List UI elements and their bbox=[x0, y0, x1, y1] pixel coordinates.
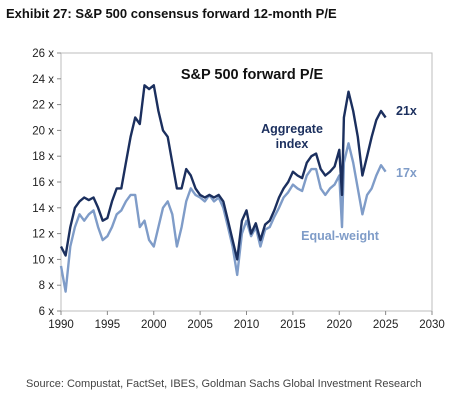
y-tick-label: 8 x bbox=[39, 280, 55, 292]
y-tick-label: 20 x bbox=[32, 125, 54, 137]
y-axis: 6 x 8 x 10 x 12 x 14 x 16 x 18 x 20 x 22 x 24 x 26… bbox=[32, 48, 61, 318]
series-layer bbox=[59, 84, 387, 293]
y-tick-label: 6 x bbox=[39, 306, 55, 318]
y-tick-label: 16 x bbox=[32, 177, 54, 189]
x-tick-label: 2015 bbox=[280, 319, 306, 331]
y-tick-label: 18 x bbox=[32, 151, 54, 163]
x-tick-label: 2025 bbox=[373, 319, 399, 331]
aggregate-end-label: 21x bbox=[396, 104, 417, 118]
plot-frame bbox=[60, 52, 433, 312]
x-tick-label: 2000 bbox=[141, 319, 167, 331]
aggregate-label: index bbox=[276, 137, 309, 151]
x-tick-label: 2010 bbox=[234, 319, 260, 331]
x-tick-label: 1995 bbox=[95, 319, 121, 331]
y-tick-label: 10 x bbox=[32, 254, 54, 266]
x-axis: 1990 1995 2000 2005 2010 2015 2020 2025 2030 bbox=[48, 311, 445, 331]
exhibit-title: Exhibit 27: S&P 500 consensus forward 12… bbox=[6, 6, 337, 21]
source-note: Source: Compustat, FactSet, IBES, Goldma… bbox=[26, 378, 422, 390]
y-tick-label: 14 x bbox=[32, 203, 54, 215]
x-tick-label: 2020 bbox=[326, 319, 352, 331]
y-tick-label: 22 x bbox=[32, 100, 54, 112]
y-tick-label: 24 x bbox=[32, 74, 54, 86]
equal-weight-line bbox=[59, 142, 387, 293]
y-tick-label: 26 x bbox=[32, 48, 54, 60]
aggregate-label: Aggregate bbox=[261, 122, 323, 136]
equal-weight-end-label: 17x bbox=[396, 166, 417, 180]
chart-inner-title: S&P 500 forward P/E bbox=[181, 67, 324, 83]
x-tick-label: 1990 bbox=[48, 319, 74, 331]
equal-weight-label: Equal-weight bbox=[301, 229, 380, 243]
y-tick-label: 12 x bbox=[32, 229, 54, 241]
x-tick-label: 2005 bbox=[187, 319, 213, 331]
x-tick-label: 2030 bbox=[419, 319, 445, 331]
aggregate-index-line bbox=[59, 84, 387, 261]
